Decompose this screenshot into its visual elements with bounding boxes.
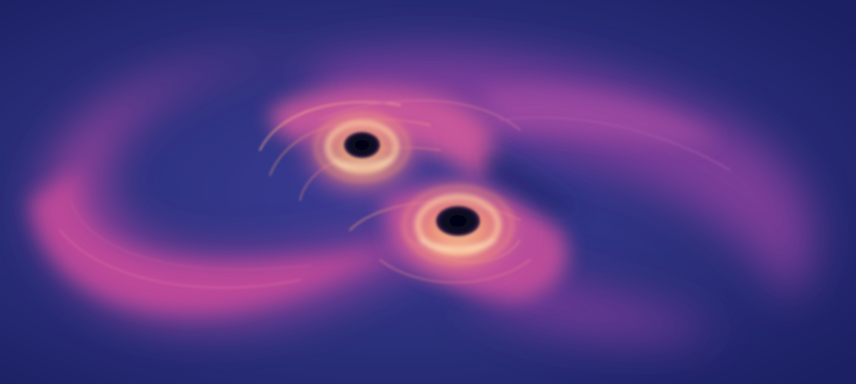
black-hole-lower-right xyxy=(436,206,480,236)
black-hole-upper-left xyxy=(344,132,380,158)
dark-gap xyxy=(480,150,580,213)
accretion-rings xyxy=(314,112,514,265)
